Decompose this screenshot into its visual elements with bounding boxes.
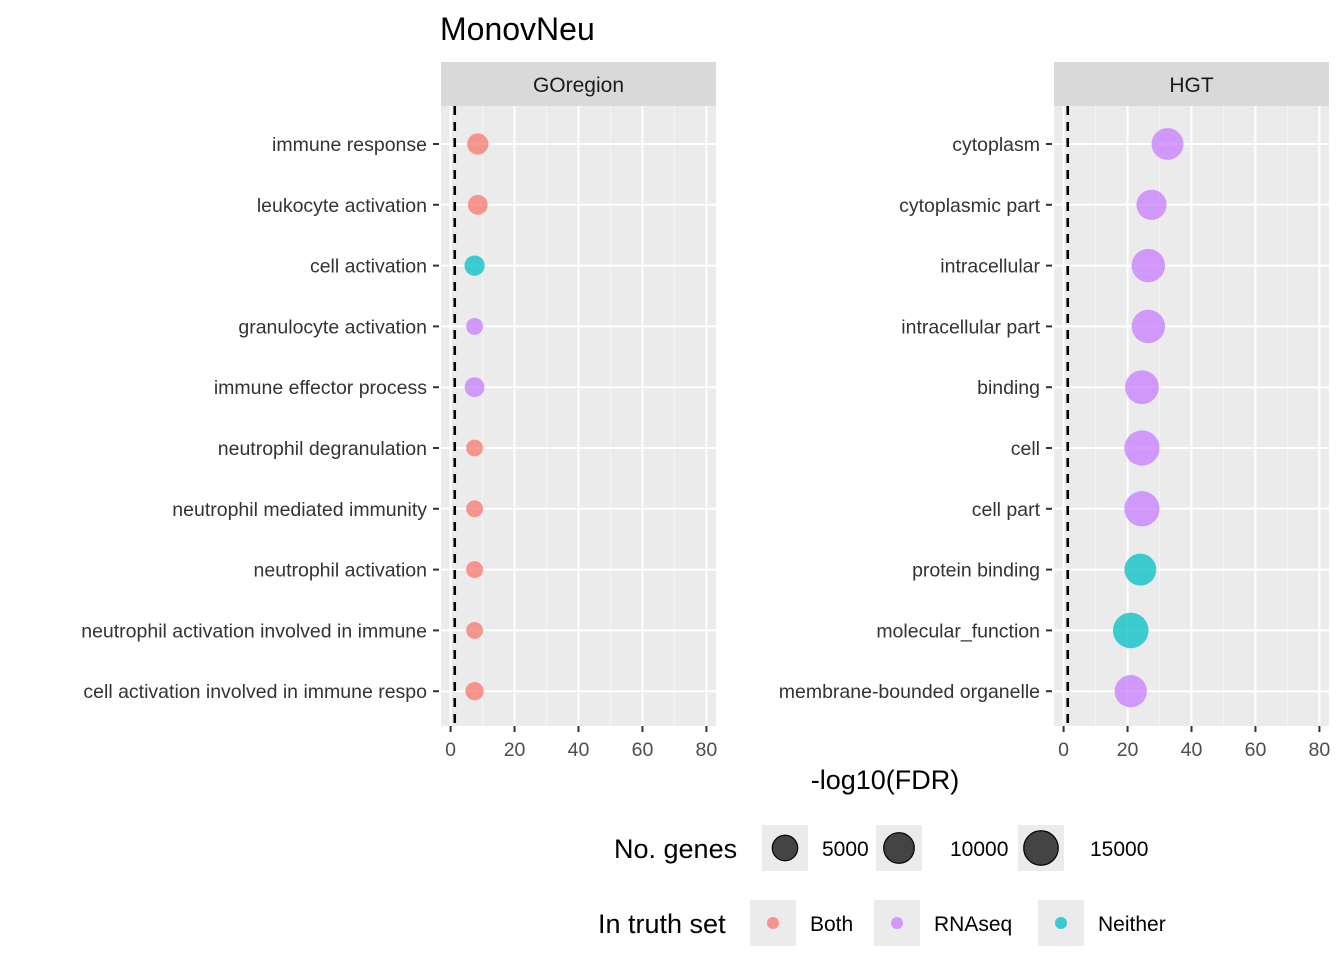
y-tick-label: neutrophil activation involved in immune xyxy=(81,620,427,642)
data-point xyxy=(1131,309,1166,344)
data-point xyxy=(466,621,484,639)
y-tick-label: immune response xyxy=(272,134,427,156)
x-tick-label: 80 xyxy=(1309,739,1331,761)
x-tick-label: 0 xyxy=(445,739,456,761)
y-tick-label: cytoplasmic part xyxy=(899,195,1040,217)
y-tick-label: immune effector process xyxy=(214,377,427,399)
data-point xyxy=(1125,370,1159,405)
y-tick-label: cell activation xyxy=(310,256,427,278)
data-point xyxy=(467,194,488,215)
y-tick-label: granulocyte activation xyxy=(238,316,427,338)
strip-background xyxy=(441,62,716,106)
color-legend-label: Both xyxy=(810,913,853,936)
data-point xyxy=(1136,189,1167,220)
y-tick-label: binding xyxy=(977,377,1040,399)
legend-size-point xyxy=(771,834,799,862)
data-point xyxy=(466,561,484,579)
data-point xyxy=(464,255,485,276)
data-point xyxy=(1124,553,1157,586)
data-point xyxy=(465,682,484,701)
strip-label: GOregion xyxy=(533,74,624,97)
data-point xyxy=(464,377,485,398)
legend-size-point xyxy=(883,832,915,864)
y-tick-label: cell xyxy=(1011,438,1040,460)
size-legend-title: No. genes xyxy=(614,834,737,864)
x-tick-label: 0 xyxy=(1058,739,1069,761)
data-point xyxy=(1151,128,1184,160)
y-tick-label: neutrophil activation xyxy=(254,560,427,582)
y-tick-label: membrane-bounded organelle xyxy=(779,681,1040,703)
color-legend-label: Neither xyxy=(1098,913,1166,936)
y-tick-label: leukocyte activation xyxy=(257,195,427,217)
y-tick-label: intracellular part xyxy=(901,316,1040,338)
data-point xyxy=(1131,248,1166,283)
size-legend-label: 15000 xyxy=(1090,838,1148,861)
legend-size-point xyxy=(1023,830,1059,866)
x-axis-label: -log10(FDR) xyxy=(811,765,960,795)
x-tick-label: 20 xyxy=(1117,739,1139,761)
size-legend-label: 10000 xyxy=(950,838,1008,861)
x-tick-label: 60 xyxy=(632,739,654,761)
data-point xyxy=(466,439,484,457)
size-legend: No. genes 5000 10000 15000 xyxy=(614,825,1148,871)
y-tick-label: protein binding xyxy=(912,560,1040,582)
data-point xyxy=(1114,675,1147,708)
strip-background xyxy=(1054,62,1329,106)
y-tick-label: intracellular xyxy=(940,256,1040,278)
panel-goregion: GOregion immune response leukocyte activat… xyxy=(81,62,717,761)
legend-color-point xyxy=(1055,917,1067,929)
size-legend-label: 5000 xyxy=(822,838,869,861)
data-point xyxy=(1124,491,1160,527)
legend-color-point xyxy=(767,917,779,929)
color-legend: In truth set Both RNAseq Neither xyxy=(598,900,1166,946)
y-tick-label: neutrophil mediated immunity xyxy=(172,499,427,521)
y-tick-label: cell part xyxy=(972,499,1041,521)
y-tick-label: cytoplasm xyxy=(952,134,1040,156)
legend-color-point xyxy=(891,917,903,929)
data-point xyxy=(466,500,484,518)
data-point xyxy=(467,133,489,155)
panel-hgt: HGT cytoplasm cytoplasmic part intracellula… xyxy=(779,62,1331,761)
y-tick-label: neutrophil degranulation xyxy=(218,438,427,460)
data-point xyxy=(1112,612,1149,649)
x-tick-label: 80 xyxy=(696,739,718,761)
y-tick-label: cell activation involved in immune respo xyxy=(83,681,427,703)
data-point xyxy=(466,317,484,335)
data-point xyxy=(1124,430,1160,466)
x-tick-label: 40 xyxy=(1181,739,1203,761)
y-tick-label: molecular_function xyxy=(876,620,1040,642)
x-tick-label: 40 xyxy=(568,739,590,761)
color-legend-title: In truth set xyxy=(598,909,726,939)
color-legend-label: RNAseq xyxy=(934,913,1012,936)
chart-title: MonovNeu xyxy=(440,11,595,47)
x-tick-label: 20 xyxy=(504,739,526,761)
x-tick-label: 60 xyxy=(1245,739,1267,761)
strip-label: HGT xyxy=(1169,74,1214,97)
